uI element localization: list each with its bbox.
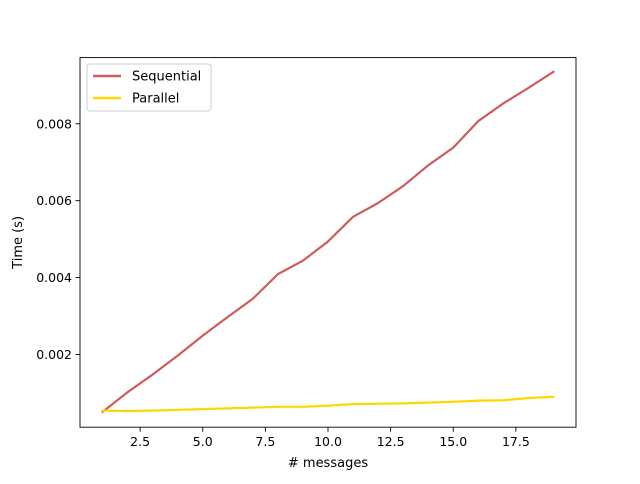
- legend-label-parallel: Parallel: [132, 92, 179, 107]
- series-layer: [101, 70, 555, 414]
- x-tick-label: 10.0: [314, 434, 342, 449]
- x-tick-label: 7.5: [255, 434, 275, 449]
- legend: Sequential Parallel: [86, 63, 212, 112]
- x-axis-label: # messages: [288, 456, 368, 471]
- y-tick-label: 0.006: [36, 193, 72, 208]
- x-tick-label: 12.5: [377, 434, 405, 449]
- y-tick-label: 0.004: [36, 270, 72, 285]
- y-tick-label: 0.002: [36, 347, 72, 362]
- x-tick-label: 2.5: [130, 434, 150, 449]
- x-tick-label: 15.0: [439, 434, 467, 449]
- y-axis-label: Time (s): [11, 216, 26, 270]
- x-axis-ticks: 2.5 5.0 7.5 10.0 12.5 15.0 17.5: [130, 427, 530, 449]
- y-axis-ticks: 0.002 0.004 0.006 0.008: [36, 116, 80, 362]
- legend-label-sequential: Sequential: [132, 70, 201, 85]
- x-tick-label: 17.5: [502, 434, 530, 449]
- x-tick-label: 5.0: [193, 434, 213, 449]
- y-tick-label: 0.008: [36, 116, 72, 131]
- series-line-parallel: [101, 395, 555, 413]
- series-line-sequential: [101, 70, 555, 414]
